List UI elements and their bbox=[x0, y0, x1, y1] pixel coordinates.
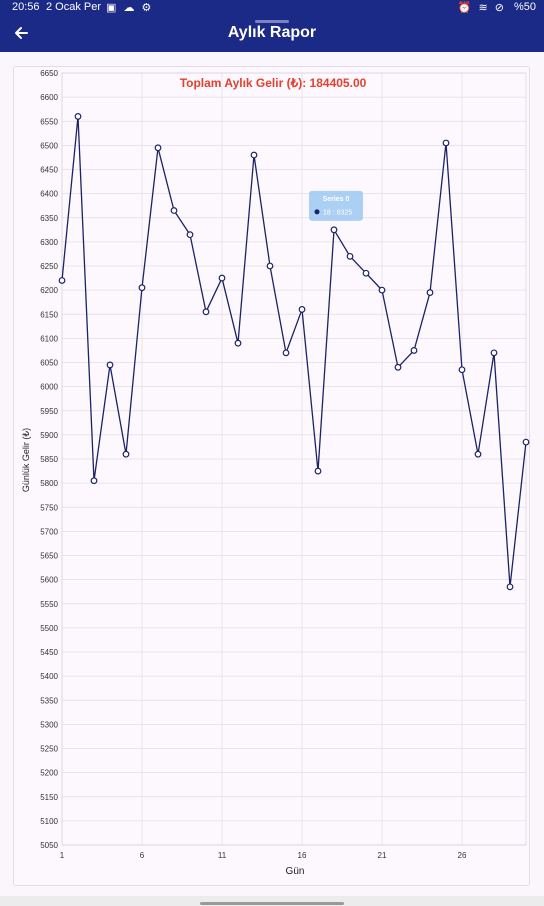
data-point[interactable] bbox=[331, 227, 337, 233]
y-tick-label: 5250 bbox=[40, 745, 58, 754]
data-point[interactable] bbox=[75, 114, 81, 120]
chart-grid bbox=[62, 73, 526, 845]
x-tick-label: 1 bbox=[60, 851, 65, 860]
data-point[interactable] bbox=[251, 152, 257, 158]
y-tick-label: 5350 bbox=[40, 696, 58, 705]
x-tick-label: 21 bbox=[378, 851, 387, 860]
y-tick-label: 5600 bbox=[40, 576, 58, 585]
data-point[interactable] bbox=[203, 309, 209, 315]
y-axis-label: Günlük Gelir (₺) bbox=[21, 428, 31, 492]
data-point[interactable] bbox=[171, 208, 177, 214]
data-point[interactable] bbox=[379, 287, 385, 293]
y-tick-label: 5050 bbox=[40, 841, 58, 850]
y-tick-label: 5800 bbox=[40, 479, 58, 488]
data-point[interactable] bbox=[91, 478, 97, 484]
y-tick-label: 5950 bbox=[40, 407, 58, 416]
data-point[interactable] bbox=[411, 348, 417, 354]
y-tick-label: 5550 bbox=[40, 600, 58, 609]
chart-tooltip: Series 0 18 : 6325 bbox=[309, 191, 363, 221]
data-point[interactable] bbox=[507, 584, 513, 590]
y-tick-label: 6400 bbox=[40, 190, 58, 199]
series-points bbox=[59, 114, 529, 590]
y-tick-label: 6500 bbox=[40, 141, 58, 150]
data-point[interactable] bbox=[459, 367, 465, 373]
data-point[interactable] bbox=[315, 468, 321, 474]
page-title: Aylık Rapor bbox=[0, 24, 544, 42]
income-line-chart[interactable]: 5050 5100 5150 5200 5250 5300 5350 5400 5450 5500… bbox=[14, 67, 531, 887]
data-point[interactable] bbox=[443, 140, 449, 146]
x-tick-label: 16 bbox=[298, 851, 307, 860]
window-drag-handle[interactable] bbox=[255, 20, 289, 23]
data-point[interactable] bbox=[155, 145, 161, 151]
data-point[interactable] bbox=[523, 439, 529, 445]
y-tick-label: 5700 bbox=[40, 527, 58, 536]
x-tick-label: 11 bbox=[218, 851, 227, 860]
y-tick-label: 6350 bbox=[40, 214, 58, 223]
status-date: 2 Ocak Per bbox=[46, 1, 101, 13]
y-tick-label: 6150 bbox=[40, 310, 58, 319]
data-point[interactable] bbox=[219, 275, 225, 281]
y-tick-label: 6600 bbox=[40, 93, 58, 102]
y-tick-label: 6000 bbox=[40, 383, 58, 392]
y-tick-label: 5450 bbox=[40, 648, 58, 657]
x-tick-label: 6 bbox=[140, 851, 145, 860]
data-point[interactable] bbox=[235, 340, 241, 346]
home-gesture-handle[interactable] bbox=[200, 902, 344, 905]
data-point[interactable] bbox=[59, 278, 65, 284]
chart-card: 5050 5100 5150 5200 5250 5300 5350 5400 5450 5500… bbox=[13, 66, 530, 886]
battery-level: %50 bbox=[514, 1, 536, 13]
data-point[interactable] bbox=[491, 350, 497, 356]
y-tick-label: 6300 bbox=[40, 238, 58, 247]
series-line bbox=[62, 116, 526, 586]
y-tick-label: 5400 bbox=[40, 672, 58, 681]
y-tick-label: 5500 bbox=[40, 624, 58, 633]
data-point[interactable] bbox=[123, 451, 129, 457]
data-point[interactable] bbox=[475, 451, 481, 457]
data-point[interactable] bbox=[299, 307, 305, 313]
y-tick-label: 6450 bbox=[40, 166, 58, 175]
notification-icons: ▣ ☁ ⚙ bbox=[106, 1, 153, 14]
y-tick-label: 5100 bbox=[40, 817, 58, 826]
chart-title: Toplam Aylık Gelir (₺): 184405.00 bbox=[180, 76, 367, 90]
x-tick-label: 26 bbox=[458, 851, 467, 860]
system-icons: ⏰ ≋ ⊘ bbox=[458, 1, 506, 14]
status-time: 20:56 bbox=[12, 1, 40, 13]
tooltip-value: 18 : 6325 bbox=[323, 209, 352, 216]
data-point[interactable] bbox=[347, 254, 353, 260]
data-point[interactable] bbox=[107, 362, 113, 368]
y-tick-label: 5750 bbox=[40, 503, 58, 512]
x-axis-label: Gün bbox=[286, 866, 305, 877]
data-point[interactable] bbox=[187, 232, 193, 238]
tooltip-title: Series 0 bbox=[323, 196, 350, 203]
y-axis-ticks: 5050 5100 5150 5200 5250 5300 5350 5400 5450 5500… bbox=[40, 69, 58, 850]
app-bar: Aylık Rapor bbox=[0, 16, 544, 52]
data-point[interactable] bbox=[395, 365, 401, 371]
y-tick-label: 5200 bbox=[40, 769, 58, 778]
y-tick-label: 6250 bbox=[40, 262, 58, 271]
data-point[interactable] bbox=[139, 285, 145, 291]
y-tick-label: 6050 bbox=[40, 359, 58, 368]
y-tick-label: 5150 bbox=[40, 793, 58, 802]
x-axis-ticks: 1 6 11 16 21 26 bbox=[60, 851, 467, 860]
y-tick-label: 5650 bbox=[40, 552, 58, 561]
data-point[interactable] bbox=[427, 290, 433, 296]
tooltip-series-dot bbox=[315, 209, 320, 214]
y-tick-label: 6650 bbox=[40, 69, 58, 78]
y-tick-label: 6100 bbox=[40, 334, 58, 343]
data-point[interactable] bbox=[267, 263, 273, 269]
data-point[interactable] bbox=[363, 270, 369, 276]
series-line-path bbox=[62, 116, 526, 586]
status-bar: 20:56 2 Ocak Per ▣ ☁ ⚙ ⏰ ≋ ⊘ %50 bbox=[0, 0, 544, 16]
y-tick-label: 6200 bbox=[40, 286, 58, 295]
data-point[interactable] bbox=[283, 350, 289, 356]
y-tick-label: 5300 bbox=[40, 720, 58, 729]
y-tick-label: 5850 bbox=[40, 455, 58, 464]
y-tick-label: 6550 bbox=[40, 117, 58, 126]
y-tick-label: 5900 bbox=[40, 431, 58, 440]
